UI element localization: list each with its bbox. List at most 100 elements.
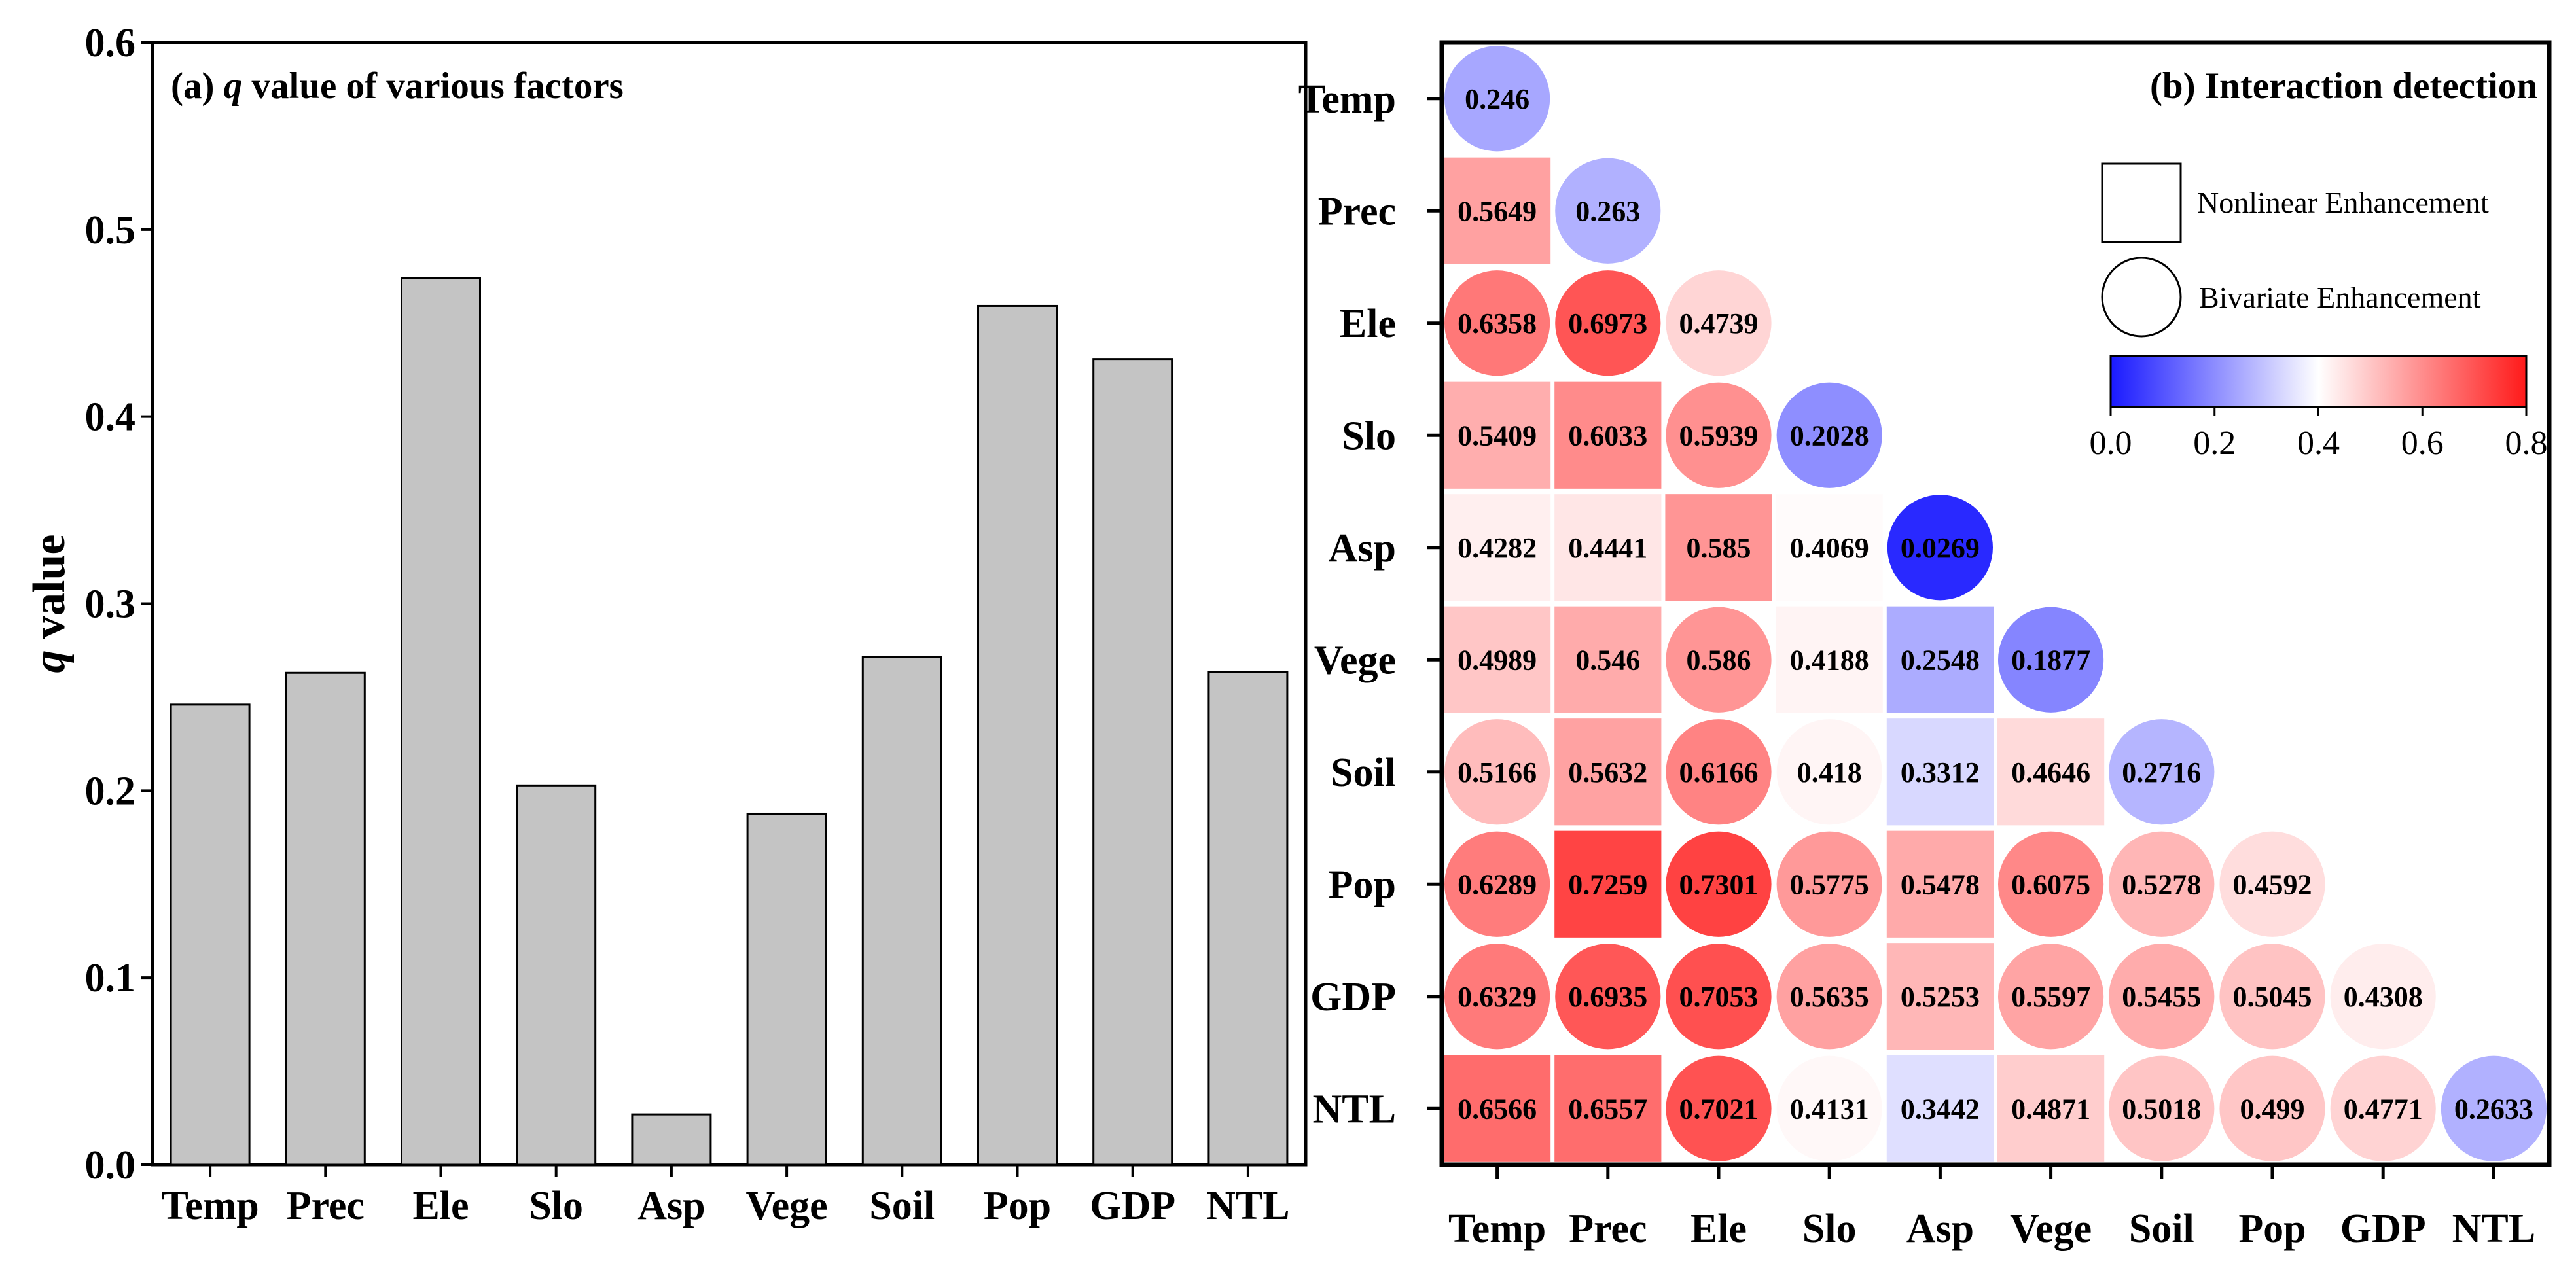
title-q: q: [224, 65, 243, 107]
y-tick-label: 0.0: [85, 1143, 136, 1188]
cell-circle-ntl-ntl: [2441, 1055, 2547, 1161]
cell-value-ele-prec: 0.6973: [1568, 308, 1647, 340]
cell-value-asp-prec: 0.4441: [1568, 532, 1647, 564]
bar-chart-title: (a) q value of various factors: [171, 65, 624, 107]
cell-circle-vege-ele: [1666, 607, 1772, 713]
cell-value-ntl-ntl: 0.2633: [2454, 1093, 2533, 1125]
cell-value-vege-asp: 0.2548: [1901, 644, 1980, 676]
colorbar-tick-label: 0.0: [2090, 425, 2132, 462]
cell-circle-gdp-pop: [2219, 944, 2325, 1050]
colorbar-tick-label: 0.6: [2401, 425, 2444, 462]
cell-value-ntl-ele: 0.7021: [1679, 1093, 1759, 1125]
colorbar-tick-label: 0.8: [2505, 425, 2548, 462]
row-label-vege: Vege: [1314, 638, 1396, 682]
cell-circle-pop-temp: [1444, 831, 1550, 937]
cell-square-asp-prec: [1554, 494, 1662, 601]
col-label-soil: Soil: [2129, 1207, 2194, 1251]
cell-value-slo-temp: 0.5409: [1458, 419, 1537, 451]
bar-chart-panel: 0.0 0.1 0.2 0.3 0.4 0.5 0.6 Temp Prec Ele Slo Asp V…: [24, 21, 1308, 1228]
cell-circle-gdp-gdp: [2330, 944, 2436, 1050]
cell-circle-ntl-soil: [2109, 1055, 2215, 1161]
row-label-temp: Temp: [1298, 77, 1396, 122]
cell-value-prec-temp: 0.5649: [1458, 195, 1537, 227]
legend-square-marker: [2101, 162, 2182, 243]
cell-circle-soil-slo: [1776, 719, 1882, 825]
cell-value-pop-vege: 0.6075: [2011, 868, 2090, 900]
x-tick-label: Pop: [984, 1184, 1051, 1228]
cell-circle-ntl-slo: [1776, 1055, 1882, 1161]
cell-square-gdp-asp: [1886, 943, 1994, 1050]
cell-square-slo-temp: [1444, 381, 1551, 489]
cell-value-slo-slo: 0.2028: [1790, 419, 1869, 451]
cell-circle-gdp-prec: [1555, 944, 1661, 1050]
cell-circle-ntl-pop: [2219, 1055, 2325, 1161]
cell-value-gdp-vege: 0.5597: [2011, 981, 2090, 1013]
cell-value-ntl-temp: 0.6566: [1458, 1093, 1537, 1125]
y-tick-label: 0.2: [85, 769, 136, 813]
colorbar: 0.0 0.2 0.4 0.6 0.8: [2090, 355, 2548, 462]
cell-circle-prec-prec: [1555, 158, 1661, 264]
bar-ele: [401, 277, 481, 1166]
colorbar-gradient: [2109, 355, 2528, 408]
bar-asp: [631, 1113, 712, 1166]
cell-value-soil-soil: 0.2716: [2122, 756, 2201, 788]
row-label-gdp: GDP: [1310, 975, 1396, 1019]
cell-value-soil-slo: 0.418: [1797, 756, 1862, 788]
cell-circle-soil-ele: [1666, 719, 1772, 825]
cell-value-gdp-ele: 0.7053: [1679, 981, 1759, 1013]
cell-value-pop-asp: 0.5478: [1901, 868, 1980, 900]
bar-gdp: [1092, 358, 1173, 1166]
cell-circle-soil-temp: [1444, 719, 1550, 825]
y-tick-label: 0.3: [85, 582, 136, 627]
cell-circle-ele-prec: [1555, 270, 1661, 376]
cell-circle-temp-temp: [1444, 46, 1550, 152]
cell-circle-pop-pop: [2219, 831, 2325, 937]
cell-value-asp-asp: 0.0269: [1901, 532, 1980, 564]
cell-value-temp-temp: 0.246: [1465, 83, 1530, 115]
title-prefix: (a): [171, 65, 214, 107]
cell-value-gdp-slo: 0.5635: [1790, 981, 1869, 1013]
cell-value-ntl-asp: 0.3442: [1901, 1093, 1980, 1125]
cell-value-soil-temp: 0.5166: [1458, 756, 1537, 788]
x-tick-label: Slo: [529, 1184, 583, 1228]
cell-value-soil-vege: 0.4646: [2011, 756, 2090, 788]
cell-circle-gdp-temp: [1444, 944, 1550, 1050]
cell-square-soil-vege: [1997, 718, 2105, 826]
colorbar-tick-label: 0.4: [2297, 425, 2340, 462]
cell-value-ntl-vege: 0.4871: [2011, 1093, 2090, 1125]
cell-value-ele-temp: 0.6358: [1458, 308, 1537, 340]
cell-value-asp-slo: 0.4069: [1790, 532, 1869, 564]
y-axis-title: q value: [24, 535, 75, 673]
cell-square-prec-temp: [1444, 157, 1551, 264]
cell-value-ntl-soil: 0.5018: [2122, 1093, 2201, 1125]
colorbar-tick-label: 0.2: [2193, 425, 2236, 462]
cell-value-gdp-asp: 0.5253: [1901, 981, 1980, 1013]
row-label-asp: Asp: [1329, 526, 1396, 571]
cell-value-vege-temp: 0.4989: [1458, 644, 1537, 676]
heatmap-panel: 0.246 0.5649 0.263 0.6358 0.6973 0.4739 0.5409…: [1298, 40, 2552, 1251]
row-label-soil: Soil: [1331, 751, 1396, 795]
cell-square-asp-temp: [1444, 494, 1551, 601]
col-label-ele: Ele: [1690, 1207, 1747, 1251]
cell-square-vege-temp: [1444, 606, 1551, 713]
x-tick-label: Soil: [869, 1184, 935, 1228]
cell-circle-ntl-ele: [1666, 1055, 1772, 1161]
cell-value-soil-prec: 0.5632: [1568, 756, 1647, 788]
bar-soil: [861, 656, 942, 1166]
cell-circle-ntl-gdp: [2330, 1055, 2436, 1161]
cell-square-ntl-asp: [1886, 1055, 1994, 1162]
cell-value-slo-prec: 0.6033: [1568, 419, 1647, 451]
col-label-vege: Vege: [2010, 1207, 2092, 1251]
col-label-prec: Prec: [1569, 1207, 1647, 1251]
cell-square-pop-asp: [1886, 830, 1994, 938]
row-label-prec: Prec: [1318, 189, 1396, 234]
cell-square-ntl-prec: [1554, 1055, 1662, 1162]
heatmap-title: (b) Interaction detection: [2150, 65, 2537, 107]
cell-value-ntl-prec: 0.6557: [1568, 1093, 1647, 1125]
col-label-asp: Asp: [1906, 1207, 1974, 1251]
cell-square-vege-slo: [1776, 606, 1883, 713]
x-tick-label: Prec: [287, 1184, 365, 1228]
legend-square-label: Nonlinear Enhancement: [2197, 186, 2489, 219]
x-tick-label: Vege: [746, 1184, 828, 1228]
heatmap-frame: [1439, 40, 2552, 1167]
